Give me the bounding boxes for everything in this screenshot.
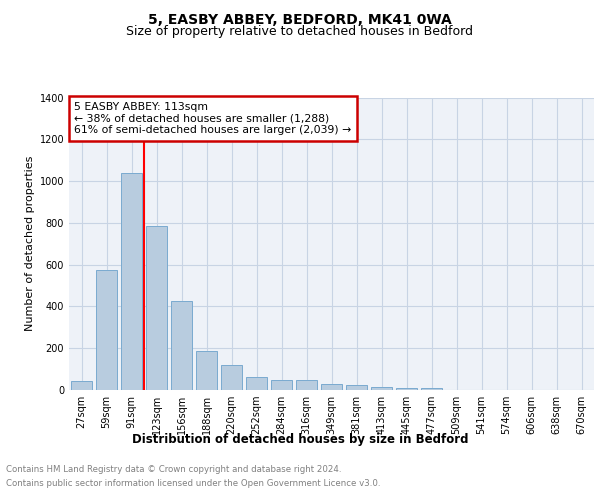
Bar [321,384,342,390]
Text: Contains public sector information licensed under the Open Government Licence v3: Contains public sector information licen… [6,479,380,488]
Bar [396,388,417,390]
Bar [296,380,317,390]
Text: 5 EASBY ABBEY: 113sqm
← 38% of detached houses are smaller (1,288)
61% of semi-d: 5 EASBY ABBEY: 113sqm ← 38% of detached … [74,102,352,135]
Bar [196,352,217,390]
Bar [146,226,167,390]
Bar [421,388,442,390]
Text: 5, EASBY ABBEY, BEDFORD, MK41 0WA: 5, EASBY ABBEY, BEDFORD, MK41 0WA [148,12,452,26]
Bar [371,387,392,390]
Bar [346,385,367,390]
Bar [71,380,92,390]
Bar [271,380,292,390]
Bar [121,172,142,390]
Text: Contains HM Land Registry data © Crown copyright and database right 2024.: Contains HM Land Registry data © Crown c… [6,465,341,474]
Bar [246,378,267,390]
Bar [96,270,117,390]
Text: Distribution of detached houses by size in Bedford: Distribution of detached houses by size … [132,432,468,446]
Bar [221,365,242,390]
Text: Size of property relative to detached houses in Bedford: Size of property relative to detached ho… [127,25,473,38]
Bar [171,301,192,390]
Y-axis label: Number of detached properties: Number of detached properties [25,156,35,332]
